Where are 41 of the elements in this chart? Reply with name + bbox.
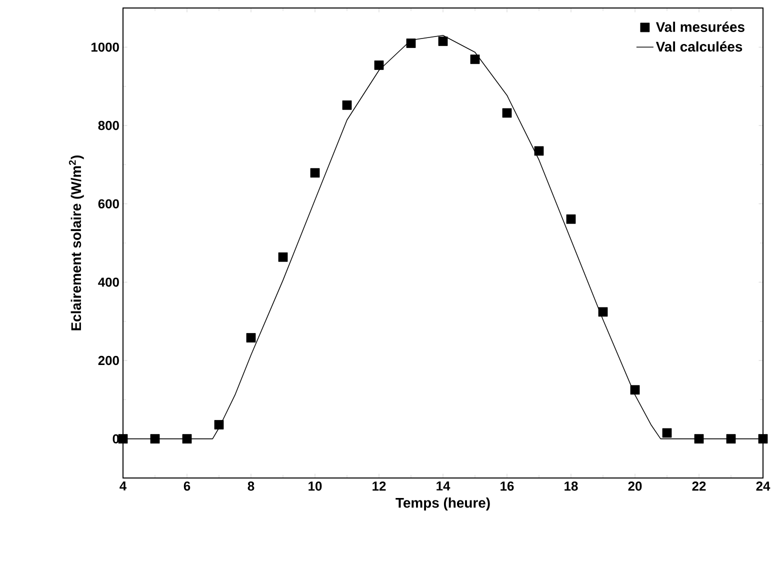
legend-label: Val calculées bbox=[656, 41, 742, 52]
point bbox=[534, 146, 544, 156]
x-tick-label: 24 bbox=[756, 482, 770, 491]
x-tick-label: 22 bbox=[692, 482, 706, 491]
point bbox=[758, 434, 768, 444]
point bbox=[118, 434, 128, 444]
x-tick-label: 12 bbox=[372, 482, 386, 491]
point bbox=[342, 100, 352, 110]
x-tick-label: 20 bbox=[628, 482, 642, 491]
point bbox=[470, 54, 480, 64]
point bbox=[598, 307, 608, 317]
point bbox=[438, 36, 448, 46]
point bbox=[246, 333, 256, 342]
point bbox=[182, 434, 192, 444]
y-tick-label: 200 bbox=[98, 356, 119, 366]
point bbox=[310, 168, 320, 178]
y-tick-label: 600 bbox=[98, 199, 119, 208]
point bbox=[502, 108, 512, 118]
x-axis-title: Temps (heure) bbox=[396, 498, 490, 511]
point bbox=[662, 428, 672, 438]
point bbox=[214, 420, 224, 430]
x-tick-label: 6 bbox=[184, 482, 190, 491]
x-tick-label: 10 bbox=[308, 482, 322, 491]
point bbox=[726, 434, 736, 444]
x-tick-label: 14 bbox=[436, 482, 450, 490]
point bbox=[150, 434, 160, 444]
point bbox=[374, 60, 384, 70]
x-tick-label: 16 bbox=[500, 482, 514, 491]
point bbox=[566, 214, 576, 224]
y-axis-title: Eclairement solaire (W/m$^{2}$) bbox=[68, 155, 84, 330]
y-tick-label: 800 bbox=[98, 120, 119, 130]
x-tick-label: 8 bbox=[248, 482, 254, 491]
point bbox=[630, 385, 640, 395]
y-tick-label: 400 bbox=[98, 278, 119, 287]
legend-label: Val mesurées bbox=[656, 22, 744, 32]
point bbox=[406, 38, 416, 48]
point bbox=[694, 434, 704, 444]
point bbox=[278, 252, 288, 262]
x-tick-label: 4 bbox=[120, 482, 127, 490]
y-tick-label: 1000 bbox=[91, 42, 119, 52]
x-tick-label: 18 bbox=[564, 482, 578, 491]
